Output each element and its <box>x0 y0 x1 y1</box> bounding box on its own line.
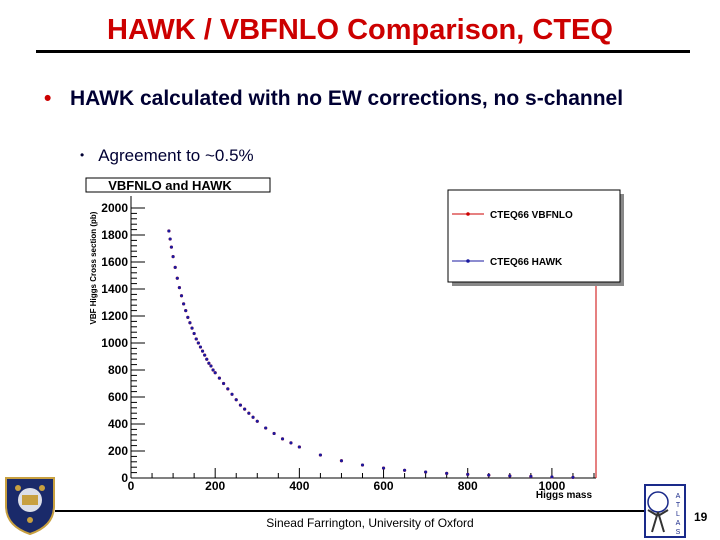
hawk-point <box>168 237 172 241</box>
hawk-point <box>339 459 343 463</box>
hawk-point <box>403 468 407 472</box>
hawk-point <box>243 407 247 411</box>
hawk-point <box>289 441 293 445</box>
hawk-point <box>196 341 200 345</box>
hawk-point <box>382 466 386 470</box>
hawk-point <box>177 286 181 290</box>
legend-label: CTEQ66 VBFNLO <box>490 210 573 221</box>
page-number: 19 <box>694 510 708 524</box>
svg-text:S: S <box>676 529 681 536</box>
hawk-point <box>203 353 207 357</box>
hawk-point <box>571 475 575 479</box>
hawk-point <box>251 415 255 419</box>
x-tick-label: 400 <box>289 479 309 493</box>
hawk-point <box>234 398 238 402</box>
chart-title: VBFNLO and HAWK <box>108 178 232 193</box>
hawk-point <box>238 403 242 407</box>
y-tick-label: 1000 <box>101 336 128 350</box>
bullet-main-text: HAWK calculated with no EW corrections, … <box>70 87 624 110</box>
hawk-point <box>186 315 190 319</box>
hawk-point <box>230 392 234 396</box>
chart-title-box <box>85 177 271 193</box>
hawk-point <box>205 357 209 361</box>
y-tick-label: 200 <box>108 444 128 458</box>
hawk-point <box>182 302 186 306</box>
x-tick-label: 1000 <box>539 479 566 493</box>
hawk-point <box>550 475 554 479</box>
legend-marker <box>466 259 470 263</box>
hawk-point <box>217 376 221 380</box>
oxford-crest-icon <box>5 477 55 536</box>
hawk-point <box>264 426 268 430</box>
hawk-point <box>487 473 491 477</box>
footer-divider <box>55 510 645 512</box>
hawk-point <box>466 472 470 476</box>
hawk-point <box>508 474 512 478</box>
svg-text:L: L <box>676 511 680 518</box>
footer-text: Sinead Farrington, University of Oxford <box>266 516 474 530</box>
hawk-point <box>207 361 211 365</box>
hawk-point <box>173 265 177 269</box>
hawk-point <box>188 321 192 325</box>
y-tick-label: 400 <box>108 417 128 431</box>
hawk-point <box>213 371 217 375</box>
bullet-sub-dot-icon: • <box>80 148 85 162</box>
hawk-point <box>255 419 259 423</box>
hawk-point <box>424 470 428 474</box>
x-axis-label: Higgs mass <box>536 490 593 501</box>
hawk-point <box>361 463 364 467</box>
y-tick-label: 1200 <box>101 309 128 323</box>
hawk-point <box>281 437 285 441</box>
hawk-point <box>180 294 184 298</box>
hawk-point <box>184 309 188 313</box>
y-tick-label: 1800 <box>101 228 128 242</box>
y-tick-label: 1400 <box>101 282 128 296</box>
x-tick-label: 200 <box>205 479 225 493</box>
title-divider <box>36 50 690 53</box>
hawk-point <box>194 337 198 341</box>
hawk-point <box>198 345 202 349</box>
x-tick-label: 800 <box>458 479 478 493</box>
hawk-point <box>190 326 194 330</box>
hawk-point <box>209 364 213 368</box>
hawk-point <box>222 382 226 385</box>
hawk-point <box>226 387 230 391</box>
hawk-point <box>318 453 322 457</box>
y-axis-label: VBF Higgs Cross section (pb) <box>89 211 98 324</box>
y-tick-label: 1600 <box>101 255 128 269</box>
hawk-point <box>445 471 449 475</box>
y-tick-label: 0 <box>121 471 128 485</box>
hawk-point <box>529 474 533 478</box>
hawk-point <box>192 332 196 336</box>
hawk-point <box>297 445 301 449</box>
hawk-point <box>167 229 171 233</box>
hawk-point <box>171 255 175 259</box>
hawk-point <box>175 276 179 280</box>
hawk-point <box>201 349 205 353</box>
hawk-point <box>211 368 215 372</box>
x-tick-label: 600 <box>374 479 394 493</box>
bullet-sub: • Agreement to ~0.5% <box>80 146 254 166</box>
svg-text:A: A <box>676 520 681 527</box>
atlas-logo-icon: A T L A S <box>644 484 686 538</box>
svg-text:T: T <box>676 502 681 509</box>
bullet-main: • HAWK calculated with no EW corrections… <box>44 86 644 112</box>
y-tick-label: 600 <box>108 390 128 404</box>
legend-label: CTEQ66 HAWK <box>490 257 563 268</box>
legend-box <box>447 189 621 283</box>
bullet-dot-icon: • <box>44 87 52 110</box>
y-tick-label: 2000 <box>101 201 128 215</box>
y-tick-label: 800 <box>108 363 128 377</box>
legend-marker <box>466 212 470 216</box>
bullet-sub-text: Agreement to ~0.5% <box>98 146 254 165</box>
hawk-point <box>272 431 276 435</box>
svg-text:A: A <box>676 493 681 500</box>
slide-title: HAWK / VBFNLO Comparison, CTEQ <box>107 14 613 46</box>
hawk-point <box>169 245 173 249</box>
x-tick-label: 0 <box>128 479 135 493</box>
hawk-point <box>247 411 251 415</box>
